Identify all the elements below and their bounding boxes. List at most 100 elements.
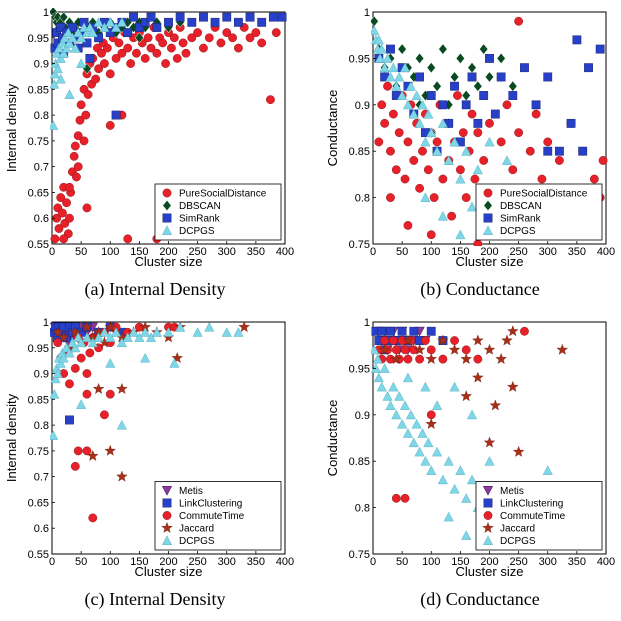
data-point-PureSocialDistance bbox=[474, 128, 482, 136]
legend: PureSocialDistanceDBSCAN SimRankDCPGS bbox=[155, 184, 281, 240]
y-axis-label: Internal density bbox=[4, 83, 19, 172]
data-point-CommuteTime bbox=[450, 336, 458, 344]
data-point-SimRank bbox=[532, 101, 540, 109]
legend-entry: DBSCAN bbox=[500, 201, 542, 212]
legend-entry: Jaccard bbox=[500, 524, 535, 535]
x-tick-label: 300 bbox=[218, 556, 236, 568]
legend-entry: Metis bbox=[500, 486, 524, 497]
data-point-SimRank bbox=[491, 110, 499, 118]
legend-entry: DCPGS bbox=[179, 536, 215, 547]
data-point-PureSocialDistance bbox=[526, 147, 534, 155]
y-tick-label: 0.95 bbox=[349, 53, 370, 65]
data-point-PureSocialDistance bbox=[103, 44, 111, 52]
x-tick-label: 400 bbox=[276, 556, 294, 568]
data-point-PureSocialDistance bbox=[228, 34, 236, 42]
data-point-PureSocialDistance bbox=[252, 28, 260, 36]
data-point-PureSocialDistance bbox=[599, 156, 607, 164]
legend-entry: DCPGS bbox=[500, 536, 536, 547]
x-axis-label: Cluster size bbox=[456, 254, 524, 269]
data-point-PureSocialDistance bbox=[383, 82, 391, 90]
chart-caption: (a) Internal Density bbox=[85, 279, 226, 300]
x-axis-label: Cluster size bbox=[135, 564, 203, 579]
data-point-PureSocialDistance bbox=[404, 138, 412, 146]
y-tick-label: 0.7 bbox=[34, 472, 49, 484]
data-point-PureSocialDistance bbox=[58, 209, 66, 217]
data-point-PureSocialDistance bbox=[153, 49, 161, 57]
data-point-PureSocialDistance bbox=[497, 138, 505, 146]
data-point-PureSocialDistance bbox=[514, 17, 522, 25]
legend-marker-LinkClustering bbox=[484, 499, 492, 507]
data-point-PureSocialDistance bbox=[375, 138, 383, 146]
data-point-SimRank bbox=[176, 13, 184, 21]
data-point-CommuteTime bbox=[74, 447, 82, 455]
y-tick-label: 0.75 bbox=[28, 136, 49, 148]
x-tick-label: 350 bbox=[247, 556, 265, 568]
data-point-PureSocialDistance bbox=[234, 44, 242, 52]
legend-entry: SimRank bbox=[179, 214, 221, 225]
y-axis-label: Conductance bbox=[325, 400, 340, 477]
data-point-PureSocialDistance bbox=[380, 119, 388, 127]
data-point-SimRank bbox=[164, 18, 172, 26]
y-tick-label: 0.8 bbox=[34, 110, 49, 122]
data-point-SimRank bbox=[485, 54, 493, 62]
data-point-PureSocialDistance bbox=[70, 152, 78, 160]
legend-entry: LinkClustering bbox=[500, 499, 563, 510]
data-point-PureSocialDistance bbox=[272, 28, 280, 36]
data-point-PureSocialDistance bbox=[509, 166, 517, 174]
data-point-CommuteTime bbox=[65, 380, 73, 388]
data-point-PureSocialDistance bbox=[389, 110, 397, 118]
data-point-CommuteTime bbox=[89, 514, 97, 522]
chart-panel-1: 0 50 100 150 200 250 300 350 4000.550.60.650.70.… bbox=[4, 7, 294, 300]
data-point-SimRank bbox=[211, 18, 219, 26]
data-point-CommuteTime bbox=[83, 369, 91, 377]
data-point-CommuteTime bbox=[427, 346, 435, 354]
data-point-PureSocialDistance bbox=[126, 59, 134, 67]
legend-entry: CommuteTime bbox=[179, 511, 245, 522]
data-point-PureSocialDistance bbox=[456, 166, 464, 174]
data-point-CommuteTime bbox=[392, 346, 400, 354]
data-point-PureSocialDistance bbox=[170, 34, 178, 42]
data-point-PureSocialDistance bbox=[378, 101, 386, 109]
data-point-CommuteTime bbox=[392, 494, 400, 502]
x-axis-label: Cluster size bbox=[456, 564, 524, 579]
data-point-PureSocialDistance bbox=[532, 110, 540, 118]
data-point-PureSocialDistance bbox=[179, 39, 187, 47]
y-tick-label: 0.85 bbox=[28, 394, 49, 406]
data-point-CommuteTime bbox=[77, 354, 85, 362]
data-point-PureSocialDistance bbox=[182, 49, 190, 57]
data-point-CommuteTime bbox=[427, 411, 435, 419]
data-point-CommuteTime bbox=[54, 338, 62, 346]
data-point-CommuteTime bbox=[83, 447, 91, 455]
data-point-PureSocialDistance bbox=[410, 156, 418, 164]
y-tick-label: 0.6 bbox=[34, 213, 49, 225]
data-point-CommuteTime bbox=[380, 336, 388, 344]
data-point-PureSocialDistance bbox=[199, 44, 207, 52]
y-tick-label: 0.65 bbox=[28, 187, 49, 199]
data-point-PureSocialDistance bbox=[503, 101, 511, 109]
data-point-PureSocialDistance bbox=[462, 193, 470, 201]
data-point-CommuteTime bbox=[389, 336, 397, 344]
data-point-PureSocialDistance bbox=[544, 138, 552, 146]
data-point-SimRank bbox=[462, 101, 470, 109]
data-point-PureSocialDistance bbox=[106, 70, 114, 78]
x-tick-label: 300 bbox=[539, 246, 557, 258]
data-point-PureSocialDistance bbox=[266, 95, 274, 103]
data-point-PureSocialDistance bbox=[555, 156, 563, 164]
data-point-PureSocialDistance bbox=[141, 54, 149, 62]
data-point-PureSocialDistance bbox=[217, 39, 225, 47]
x-tick-label: 300 bbox=[539, 556, 557, 568]
y-tick-label: 0.9 bbox=[34, 369, 49, 381]
data-point-CommuteTime bbox=[439, 355, 447, 363]
x-tick-label: 50 bbox=[396, 556, 408, 568]
chart-panel-3: 0 50 100 150 200 250 300 350 4000.550.60.650.70.… bbox=[4, 317, 294, 610]
y-tick-label: 0.8 bbox=[34, 420, 49, 432]
legend-entry: CommuteTime bbox=[500, 511, 566, 522]
data-point-CommuteTime bbox=[474, 355, 482, 363]
data-point-PureSocialDistance bbox=[453, 91, 461, 99]
data-point-SimRank bbox=[567, 119, 575, 127]
data-point-SimRank bbox=[544, 73, 552, 81]
legend-entry: DCPGS bbox=[500, 226, 536, 237]
data-point-SimRank bbox=[544, 147, 552, 155]
y-tick-label: 0.55 bbox=[28, 239, 49, 251]
